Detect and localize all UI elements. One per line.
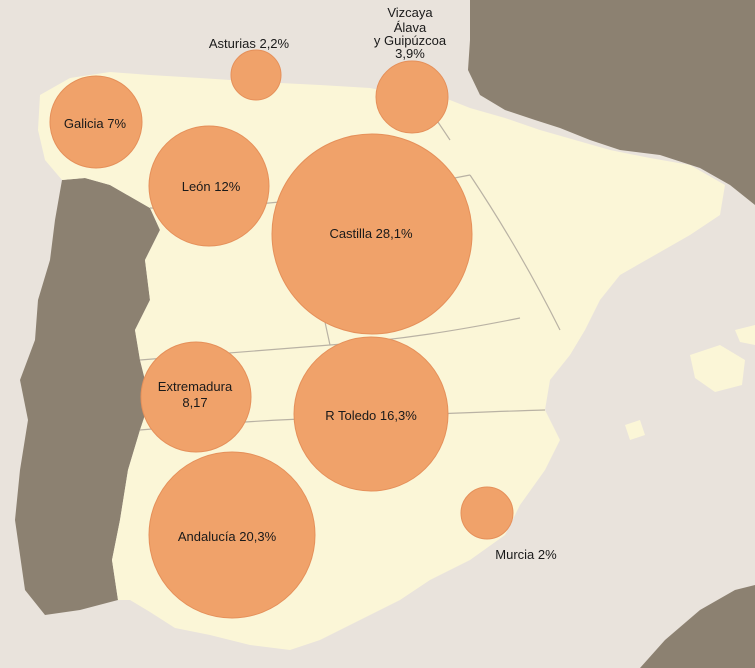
bubble-castilla[interactable] xyxy=(271,133,473,335)
label-murcia: Murcia 2% xyxy=(495,547,557,562)
bubble-vizcaya[interactable] xyxy=(375,60,449,134)
bubble-asturias[interactable] xyxy=(230,49,282,101)
label-extremadura-line1: Extremadura xyxy=(158,379,233,394)
label-vizcaya-line2: Álava xyxy=(394,20,427,35)
bubble-toledo[interactable] xyxy=(293,336,449,492)
label-leon: León 12% xyxy=(182,179,241,194)
bubble-andalucia[interactable] xyxy=(148,451,316,619)
portugal-land xyxy=(15,178,160,615)
mallorca-island xyxy=(690,345,745,392)
bubble-leon[interactable] xyxy=(148,125,270,247)
bubble-extremadura[interactable] xyxy=(140,341,252,453)
label-layer: Asturias 2,2% Vizcaya Álava y Guipúzcoa … xyxy=(64,5,557,562)
label-galicia: Galicia 7% xyxy=(64,116,127,131)
label-asturias: Asturias 2,2% xyxy=(209,36,290,51)
label-vizcaya-line3: y Guipúzcoa xyxy=(374,33,447,48)
label-vizcaya-line4: 3,9% xyxy=(395,46,425,61)
label-toledo: R Toledo 16,3% xyxy=(325,408,417,423)
label-extremadura-line2: 8,17 xyxy=(182,395,207,410)
label-andalucia: Andalucía 20,3% xyxy=(178,529,277,544)
africa-land xyxy=(640,585,755,668)
label-castilla: Castilla 28,1% xyxy=(329,226,413,241)
menorca-island xyxy=(735,325,755,345)
ibiza-island xyxy=(625,420,645,440)
bubble-galicia[interactable] xyxy=(49,75,143,169)
france-land xyxy=(468,0,755,205)
bubble-murcia[interactable] xyxy=(460,486,514,540)
label-vizcaya-line1: Vizcaya xyxy=(387,5,433,20)
bubble-layer xyxy=(49,49,514,619)
